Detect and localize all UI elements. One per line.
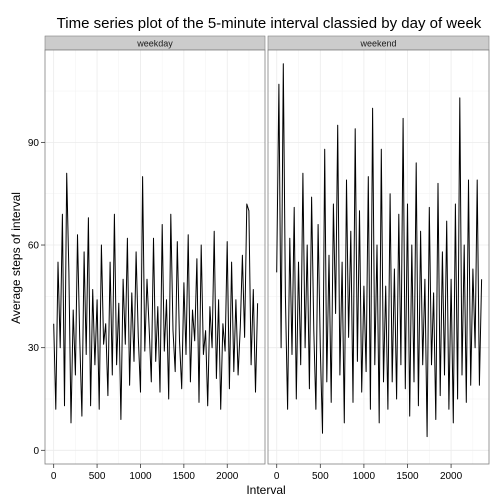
panel-weekday: weekday	[44, 35, 266, 465]
x-tick-label: 0	[274, 471, 280, 482]
y-tick-label: 60	[28, 241, 40, 252]
x-tick-label: 2000	[440, 471, 463, 482]
y-tick-label: 90	[28, 138, 40, 149]
y-axis: 0 30 60 90	[28, 138, 45, 457]
panel-border	[44, 49, 266, 465]
strip-label: weekday	[136, 39, 173, 49]
series-line-weekend	[276, 63, 483, 438]
x-axis-title: Interval	[246, 483, 285, 497]
x-axis: 0 500 1000 1500 2000 0 500 1000 1500 2000	[51, 464, 463, 482]
panel-border	[267, 49, 490, 465]
y-tick-label: 30	[28, 343, 40, 354]
x-tick-label: 1000	[129, 471, 152, 482]
x-tick-label: 1500	[396, 471, 419, 482]
x-tick-label: 1500	[173, 471, 196, 482]
x-tick-label: 0	[51, 471, 57, 482]
chart-title: Time series plot of the 5-minute interva…	[57, 15, 482, 32]
x-tick-label: 2000	[216, 471, 239, 482]
panels: weekday weekend	[44, 35, 490, 465]
y-tick-label: 0	[33, 446, 39, 457]
panel-weekend: weekend	[267, 35, 490, 465]
x-tick-label: 500	[312, 471, 329, 482]
strip-label: weekend	[359, 39, 396, 49]
y-axis-title: Average steps of interval	[9, 192, 23, 324]
x-tick-label: 500	[89, 471, 106, 482]
x-tick-label: 1000	[353, 471, 376, 482]
series-line-weekday	[53, 172, 259, 424]
